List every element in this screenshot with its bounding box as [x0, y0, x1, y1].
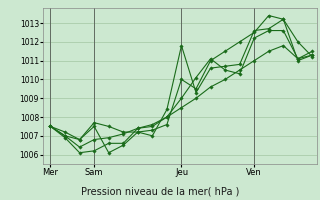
Text: Pression niveau de la mer( hPa ): Pression niveau de la mer( hPa ) — [81, 186, 239, 196]
